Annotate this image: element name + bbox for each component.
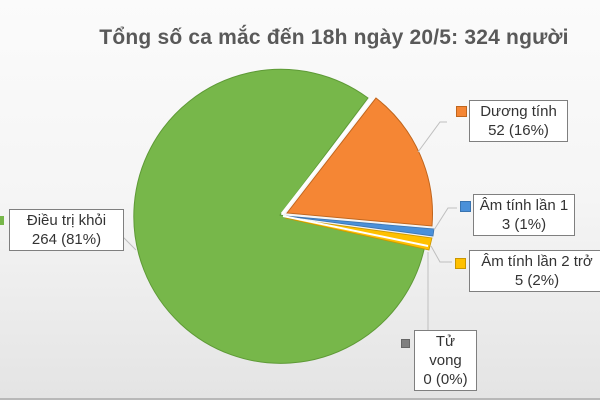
label-am-tinh-lan-1: Âm tính lần 1 3 (1%) — [473, 194, 575, 236]
slice-am-tinh-lan-1 — [285, 215, 435, 237]
legend-swatch-dieu-tri-khoi — [0, 216, 4, 225]
slice-am-tinh-lan-2 — [284, 217, 433, 251]
slice-dieu-tri-khoi — [133, 68, 426, 364]
legend-swatch-tu-vong — [401, 339, 410, 348]
legend-swatch-am-tinh-lan-2 — [455, 258, 466, 269]
legend-swatch-duong-tinh — [456, 106, 467, 117]
label-tu-vong: Tử vong 0 (0%) — [414, 330, 477, 391]
label-am-tinh-lan-2: Âm tính lần 2 trở 5 (2%) — [469, 250, 600, 292]
label-dieu-tri-khoi: Điều trị khỏi 264 (81%) — [9, 209, 124, 251]
label-duong-tinh: Dương tính 52 (16%) — [469, 100, 568, 142]
slice-duong-tinh — [286, 97, 433, 227]
legend-swatch-am-tinh-lan-1 — [460, 201, 471, 212]
chart-title: Tổng số ca mắc đến 18h ngày 20/5: 324 ng… — [99, 26, 569, 49]
